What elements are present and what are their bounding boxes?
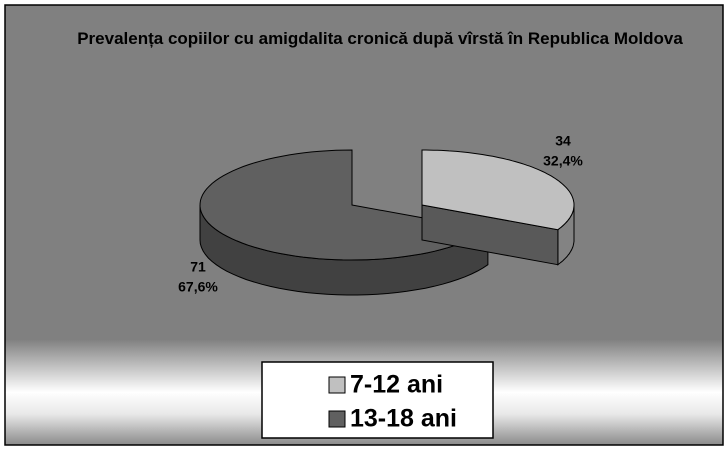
legend-label: 7-12 ani <box>350 371 443 399</box>
legend-swatch <box>328 376 346 394</box>
data-label: 34 <box>555 133 571 149</box>
legend-box <box>261 361 494 439</box>
percent-label: 67,6% <box>178 279 218 295</box>
data-label: 71 <box>190 259 206 275</box>
chart-title: Prevalența copiilor cu amigdalita cronic… <box>77 29 683 48</box>
legend-label: 13-18 ani <box>350 405 457 433</box>
pie-slice <box>199 149 490 261</box>
legend-swatch <box>328 410 346 428</box>
percent-label: 32,4% <box>543 153 583 169</box>
pie-slice <box>421 149 575 231</box>
